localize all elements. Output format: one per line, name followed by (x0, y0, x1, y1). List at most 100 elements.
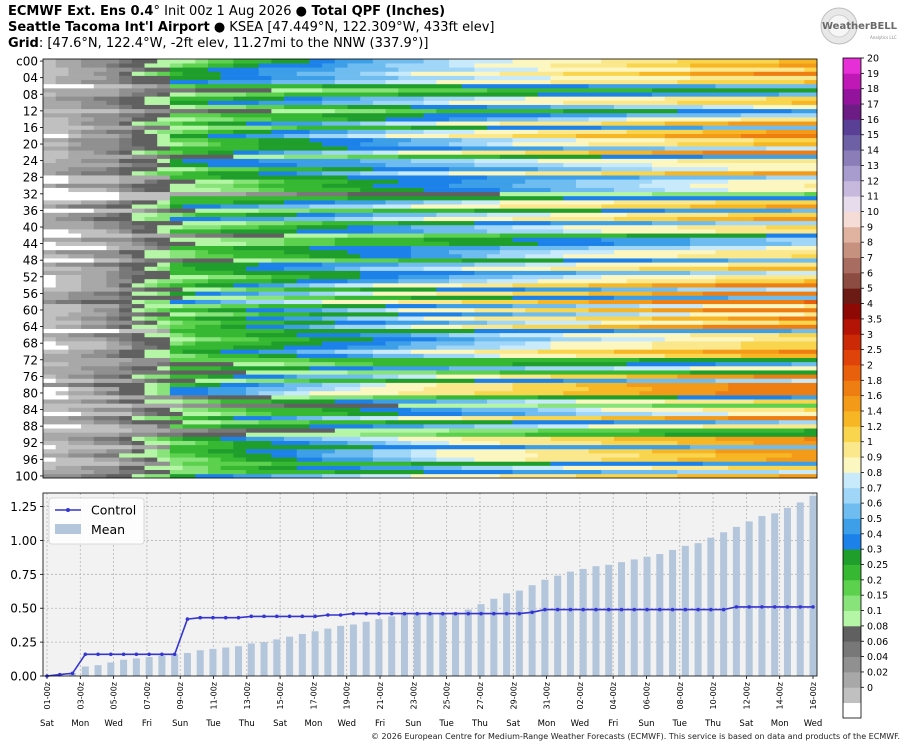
heatmap-cell (131, 104, 171, 110)
mean-bar (643, 556, 651, 676)
heatmap-cell (728, 266, 818, 271)
heatmap-cell (613, 349, 704, 354)
heatmap-cell (43, 129, 69, 134)
heatmap-cells (43, 59, 818, 479)
heatmap-cell (220, 399, 272, 404)
heatmap-cell (93, 258, 120, 263)
heatmap-cell (157, 365, 171, 371)
heatmap-cell (626, 63, 691, 68)
heatmap-cell (410, 158, 475, 164)
heatmap-cell (131, 287, 145, 292)
heatmap-cell (385, 133, 450, 139)
heatmap-cell (220, 436, 247, 441)
heatmap-cell (284, 320, 336, 325)
heatmap-cell (309, 336, 374, 342)
heatmap-cell (474, 158, 539, 164)
heatmap-cell (233, 179, 260, 184)
x-day-label: Mon (304, 719, 322, 729)
heatmap-cell (43, 67, 69, 72)
heatmap-cell (677, 158, 818, 164)
colorbar-tick-label: 0.04 (867, 652, 888, 663)
heatmap-cell (81, 324, 107, 329)
heatmap-cell (487, 125, 602, 130)
mean-bar (311, 631, 319, 676)
heatmap-cell (284, 345, 348, 350)
heatmap-frame (42, 58, 818, 479)
heatmap-cell (233, 63, 260, 68)
heatmap-cell (347, 117, 386, 122)
heatmap-cell (207, 374, 234, 379)
heatmap-cell (461, 324, 513, 329)
member-label: 24 (23, 154, 38, 168)
heatmap-cell (499, 233, 627, 238)
heatmap-cell (804, 407, 818, 412)
heatmap-cell (182, 395, 209, 400)
heatmap-cell (372, 229, 424, 234)
heatmap-cell (423, 353, 475, 358)
heatmap-cell (753, 216, 818, 222)
heatmap-cell (43, 112, 82, 118)
mean-bar (234, 646, 243, 676)
heatmap-cell (410, 461, 551, 466)
heatmap-cell (246, 92, 285, 97)
heatmap-cell (398, 179, 463, 184)
x-day-label: Mon (771, 719, 789, 729)
heatmap-cell (68, 253, 95, 259)
heatmap-cell (309, 204, 374, 209)
heatmap-cell (271, 473, 323, 479)
heatmap-cell (81, 399, 107, 404)
heatmap-cell (182, 71, 221, 76)
heatmap-cell (119, 316, 133, 321)
heatmap-cell (398, 403, 539, 408)
heatmap-cell (106, 312, 120, 317)
heatmap-cell (449, 320, 488, 325)
heatmap-cell (385, 63, 450, 68)
heatmap-cell (207, 457, 221, 462)
heatmap-cell (157, 444, 171, 450)
heatmap-cell (43, 96, 56, 101)
heatmap-cell (347, 179, 399, 184)
x-day-label: Tue (438, 719, 454, 729)
heatmap-cell (220, 299, 247, 305)
heatmap-cell (207, 390, 247, 396)
heatmap-cell (106, 341, 120, 346)
heatmap-cell (207, 67, 260, 72)
heatmap-cell (43, 104, 82, 110)
colorbar-swatch (843, 702, 861, 719)
heatmap-cell (144, 307, 158, 313)
heatmap-cell (499, 473, 577, 479)
heatmap-cell (43, 146, 69, 151)
heatmap-cell (182, 461, 272, 466)
colorbar-tick-label: 2 (867, 360, 873, 371)
heatmap-cell (55, 283, 82, 288)
heatmap-cell (271, 117, 348, 122)
colorbar-swatch (843, 533, 861, 550)
heatmap-cell (131, 121, 145, 126)
heatmap-cell (68, 166, 107, 172)
heatmap-cell (131, 407, 145, 412)
heatmap-cell (258, 179, 285, 184)
heatmap-cell (715, 390, 818, 396)
heatmap-cell (119, 419, 133, 425)
heatmap-cell (195, 241, 247, 246)
heatmap-cell (626, 233, 767, 238)
heatmap-cell (144, 386, 158, 392)
heatmap-cell (195, 59, 209, 64)
heatmap-cell (512, 224, 564, 230)
heatmap-cell (766, 233, 818, 238)
x-day-label: Fri (142, 719, 152, 729)
heatmap-cell (778, 349, 818, 354)
heatmap-cell (575, 133, 666, 139)
heatmap-cell (652, 341, 742, 346)
heatmap-cell (601, 287, 678, 292)
heatmap-cell (43, 341, 56, 346)
heatmap-cell (398, 154, 501, 159)
heatmap-cell (423, 266, 463, 271)
heatmap-cell (43, 465, 56, 471)
heatmap-cell (131, 162, 158, 168)
control-point (811, 605, 815, 609)
heatmap-cell (43, 324, 56, 329)
heatmap-cell (157, 411, 183, 417)
heatmap-cell (169, 390, 209, 396)
heatmap-cell (195, 341, 272, 346)
